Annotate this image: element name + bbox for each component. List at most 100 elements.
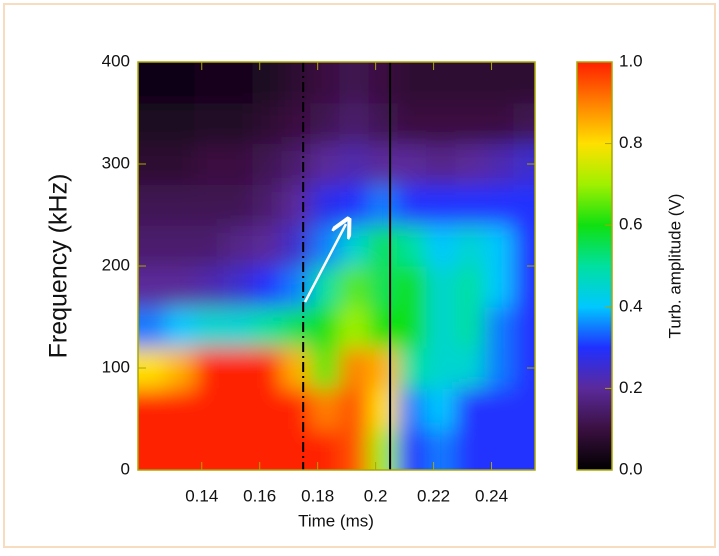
y-tick-label: 200 [102,255,130,274]
heat-cell [281,184,311,226]
x-tick-label: 0.22 [417,486,450,505]
heat-cell [484,102,514,145]
arrow [303,224,346,303]
heat-cell [484,266,514,308]
heat-cell [281,429,311,470]
heat-cell [310,347,340,389]
heat-cell [252,266,282,308]
heat-cell [223,184,253,226]
heat-cell [513,266,535,308]
heat-cell [513,429,535,470]
heat-cell [223,347,253,389]
heat-cell [397,225,427,267]
x-tick-label: 0.2 [364,486,388,505]
heat-cell [339,143,369,185]
heat-cell [368,143,398,185]
heat-cell [397,62,427,104]
heat-cell [310,306,340,349]
heat-cell [223,62,253,104]
heat-cell [252,429,282,470]
x-tick-label: 0.18 [301,486,334,505]
heat-cell [368,184,398,226]
heat-cell [194,266,224,308]
heat-cell [368,225,398,267]
colorbar-label: Turb. amplitude (V) [665,194,684,339]
x-axis-label: Time (ms) [298,511,374,530]
heat-cell [281,347,311,389]
heat-cell [426,306,456,349]
heat-cell [455,266,485,308]
heat-cell [513,225,535,267]
y-tick-label: 400 [102,51,130,70]
heat-cell [194,225,224,267]
heat-cell [310,266,340,308]
y-tick-label: 100 [102,357,130,376]
plot-frame [137,61,536,471]
heat-cell [165,184,196,226]
heat-cell [455,143,485,185]
heat-cell [165,102,196,145]
heat-cell [484,62,514,104]
heat-cell [138,388,167,430]
heat-cell [368,306,398,349]
heat-cell [368,347,398,389]
heat-cell [165,143,196,185]
heat-cell [484,429,514,470]
x-tick-label: 0.14 [185,486,218,505]
colorbar-tick-label: 0.8 [619,133,643,152]
heat-cell [513,102,535,145]
heat-cell [165,429,196,470]
y-axis-label: Frequency (kHz) [45,174,73,359]
heat-cell [223,102,253,145]
heat-cell [281,62,311,104]
heat-cell [252,62,282,104]
heat-cell [426,388,456,430]
heat-cell [426,266,456,308]
heat-cell [165,225,196,267]
heat-cell [138,266,167,308]
heat-cell [339,429,369,470]
heat-cell [426,184,456,226]
heat-cell [368,62,398,104]
heat-cell [223,266,253,308]
heat-cell [194,184,224,226]
heat-cell [397,184,427,226]
heat-cell [339,388,369,430]
heat-cell [397,266,427,308]
heat-cell [138,429,167,470]
colorbar-tick-label: 0.4 [619,296,643,315]
heat-cell [165,306,196,349]
heat-cell [426,62,456,104]
y-tick-label: 0 [121,459,130,478]
heat-cell [455,225,485,267]
heat-cell [426,143,456,185]
colorbar [576,61,613,471]
heat-cell [397,306,427,349]
heat-cell [310,184,340,226]
heat-cell [484,347,514,389]
heat-cell [138,102,167,145]
heat-cell [339,266,369,308]
heat-cell [513,62,535,104]
y-tick-label: 300 [102,153,130,172]
heat-cell [455,388,485,430]
heat-cell [165,266,196,308]
heat-cell [223,143,253,185]
heat-cell [194,347,224,389]
heat-cell [310,62,340,104]
heat-cell [194,429,224,470]
colorbar-tick-label: 0.6 [619,215,643,234]
heat-cell [397,347,427,389]
heat-cell [310,102,340,145]
x-tick-label: 0.24 [475,486,508,505]
heat-cell [426,347,456,389]
heat-cell [223,388,253,430]
heat-cell [339,347,369,389]
heat-cell [194,62,224,104]
heat-cell [455,347,485,389]
heat-cell [281,225,311,267]
heat-cell [484,388,514,430]
heat-cell [194,306,224,349]
heat-cell [138,306,167,349]
heat-cell [252,306,282,349]
